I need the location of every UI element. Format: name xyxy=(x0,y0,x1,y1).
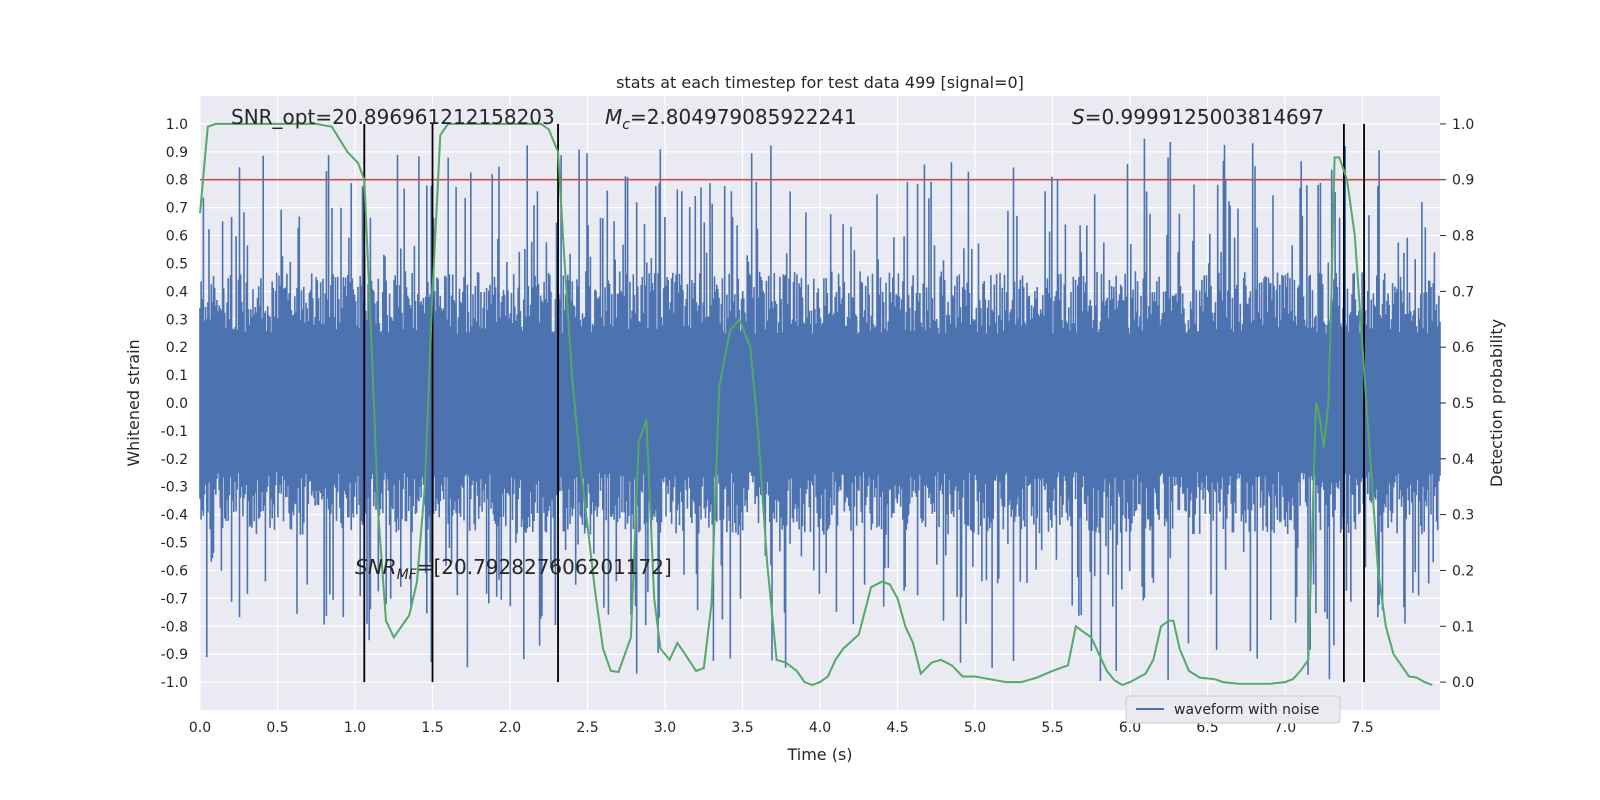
y-tick-label-18: -0.8 xyxy=(161,619,188,635)
chirp-mass-value: =2.804979085922241 xyxy=(630,105,857,129)
detection-probability-line xyxy=(199,122,1433,686)
y-tick-label-10: 0.0 xyxy=(166,396,188,412)
chart-title: stats at each timestep for test data 499… xyxy=(616,73,1024,92)
y2-tick-label-10: 0.0 xyxy=(1452,675,1474,691)
y2-tick-label-9: 0.1 xyxy=(1452,619,1474,635)
y-tick-label-4: 0.6 xyxy=(166,229,188,245)
y-tick-label-15: -0.5 xyxy=(161,536,188,552)
x-tick-label-5: 2.5 xyxy=(576,720,598,736)
x-tick-label-12: 6.0 xyxy=(1119,720,1141,736)
y2-tick-label-6: 0.4 xyxy=(1452,452,1474,468)
y-axis-label: Whitened strain xyxy=(124,339,143,466)
x-tick-label-0: 0.0 xyxy=(189,720,211,736)
axis-ticks: 0.0 0.5 1.0 1.5 2.0 2.5 3.0 3.5 4.0 4.5 5.0 5.5 6.0 6… xyxy=(161,117,1475,736)
x-tick-label-2: 1.0 xyxy=(344,720,366,736)
x-tick-label-10: 5.0 xyxy=(964,720,986,736)
y2-tick-label-3: 0.7 xyxy=(1452,284,1474,300)
x-tick-label-1: 0.5 xyxy=(266,720,288,736)
y-tick-label-14: -0.4 xyxy=(161,508,188,524)
legend-label: waveform with noise xyxy=(1174,702,1319,718)
y2-tick-label-5: 0.5 xyxy=(1452,396,1474,412)
y-tick-label-5: 0.5 xyxy=(166,256,188,272)
y2-tick-label-8: 0.2 xyxy=(1452,563,1474,579)
y-tick-label-16: -0.6 xyxy=(161,563,188,579)
y-tick-label-13: -0.3 xyxy=(161,480,188,496)
y-tick-label-9: 0.1 xyxy=(166,368,188,384)
legend-box xyxy=(1125,695,1341,724)
x-tick-label-7: 3.5 xyxy=(731,720,753,736)
detection-probability-series xyxy=(199,122,1433,686)
y-tick-label-8: 0.2 xyxy=(166,340,188,356)
x-tick-label-8: 4.0 xyxy=(809,720,831,736)
y-tick-label-11: -0.1 xyxy=(161,424,188,440)
legend: waveform with noise xyxy=(1125,695,1341,724)
significance-symbol: S xyxy=(1072,105,1085,129)
y-tick-label-3: 0.7 xyxy=(166,201,188,217)
waveform-trace xyxy=(199,138,1441,681)
significance-value: =0.9999125003814697 xyxy=(1085,105,1324,129)
x-axis-label: Time (s) xyxy=(786,745,852,764)
y-tick-label-7: 0.3 xyxy=(166,312,188,328)
y-tick-label-20: -1.0 xyxy=(161,675,188,691)
x-tick-label-9: 4.5 xyxy=(886,720,908,736)
y2-tick-label-7: 0.3 xyxy=(1452,508,1474,524)
y2-tick-label-1: 0.9 xyxy=(1452,173,1474,189)
x-tick-label-13: 6.5 xyxy=(1196,720,1218,736)
x-tick-label-4: 2.0 xyxy=(499,720,521,736)
y2-tick-label-4: 0.6 xyxy=(1452,340,1474,356)
snr-mf-value: =[20.792827606201172] xyxy=(417,555,672,579)
event-marker-lines xyxy=(363,123,1365,683)
waveform-series xyxy=(199,138,1441,681)
y-tick-label-17: -0.7 xyxy=(161,591,188,607)
y-tick-label-19: -0.9 xyxy=(161,647,188,663)
significance-annotation: S=0.9999125003814697 xyxy=(1072,105,1324,129)
x-tick-label-11: 5.5 xyxy=(1041,720,1063,736)
y2-axis-label: Detection probability xyxy=(1487,319,1506,487)
y-tick-label-2: 0.8 xyxy=(166,173,188,189)
snr-mf-subscript: MF xyxy=(397,567,418,583)
chirp-mass-subscript: c xyxy=(622,117,630,133)
y2-tick-label-0: 1.0 xyxy=(1452,117,1474,133)
y-tick-label-12: -0.2 xyxy=(161,452,188,468)
x-tick-label-3: 1.5 xyxy=(421,720,443,736)
snr-mf-annotation: SNRMF=[20.792827606201172] xyxy=(355,555,672,583)
y-tick-label-1: 0.9 xyxy=(166,145,188,161)
chirp-mass-annotation: Mc=2.804979085922241 xyxy=(605,105,857,133)
y-tick-label-0: 1.0 xyxy=(166,117,188,133)
x-tick-label-15: 7.5 xyxy=(1351,720,1373,736)
chirp-mass-symbol: M xyxy=(605,105,622,129)
y2-tick-label-2: 0.8 xyxy=(1452,229,1474,245)
x-tick-label-14: 7.0 xyxy=(1274,720,1296,736)
snr-mf-symbol: SNR xyxy=(355,555,397,579)
snr-opt-annotation: SNR_opt=20.896961212158203 xyxy=(231,105,555,129)
x-tick-label-6: 3.0 xyxy=(654,720,676,736)
y-tick-label-6: 0.4 xyxy=(166,284,188,300)
